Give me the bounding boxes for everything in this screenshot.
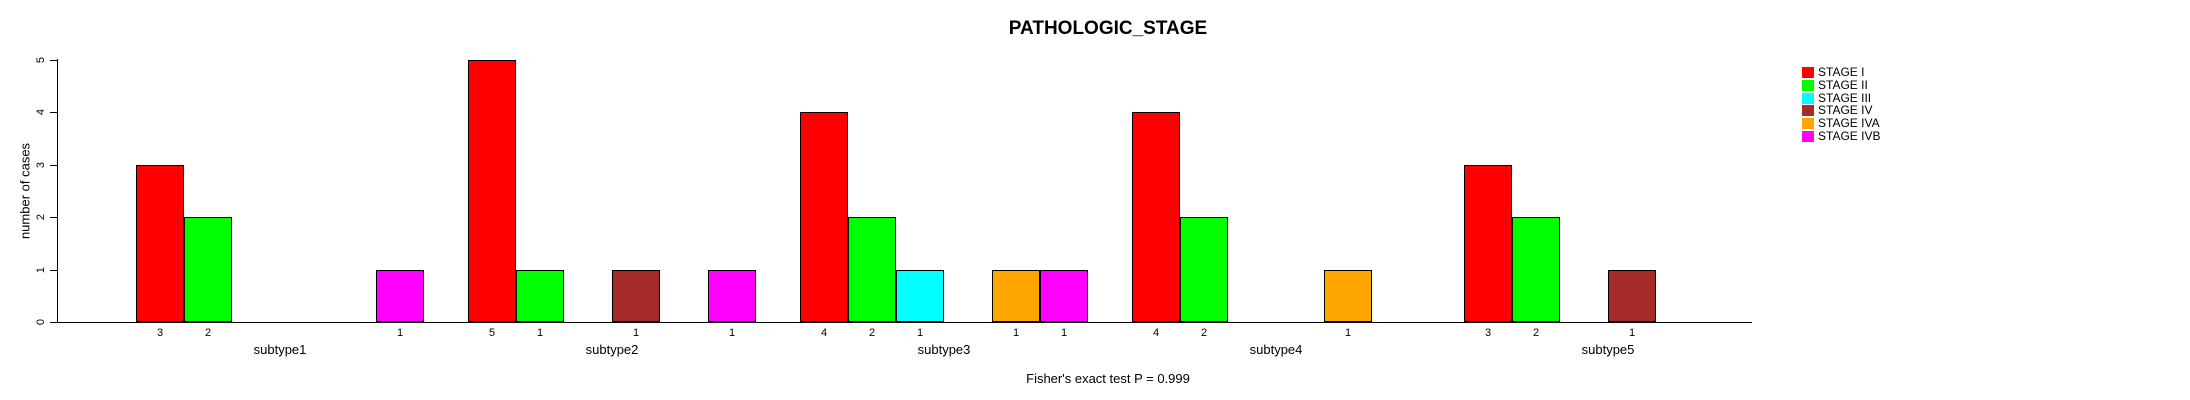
category-label-subtype3: subtype3 [917,342,971,357]
bar-subtype5-stage-iv [1608,269,1656,322]
y-axis-tick [50,60,57,61]
y-axis-tick [50,217,57,219]
bar-subtype2-stage-i [468,60,516,322]
bar-value-label: 1 [1344,327,1352,339]
bar-subtype3-stage-ii [848,217,896,322]
legend-item-label-stage-i: STAGE I [1818,65,1865,79]
bar-subtype4-stage-i [1132,112,1180,322]
bar-value-label: 5 [488,327,496,339]
y-axis-tick [50,164,57,166]
bar-value-label: 3 [156,327,164,339]
bar-subtype2-stage-ivb [708,269,756,322]
bar-subtype4-stage-iva [1324,269,1372,322]
y-axis-tick [50,269,57,271]
legend-color-swatch-stage-iii [1802,93,1814,104]
y-axis-tick-label: 4 [35,109,47,116]
bar-value-label: 4 [1152,327,1160,339]
y-axis-tick-label: 0 [35,318,47,326]
chart-title: PATHOLOGIC_STAGE [1008,18,1208,39]
y-axis [57,59,58,323]
bar-value-label: 1 [916,327,924,339]
legend-item-label-stage-ivb: STAGE IVB [1818,129,1881,143]
bar-value-label: 2 [1200,327,1208,339]
bar-value-label: 1 [728,327,736,339]
bar-subtype2-stage-ii [516,269,564,322]
bar-subtype3-stage-iii [896,269,944,322]
bar-value-label: 2 [204,327,212,339]
legend-item-label-stage-ii: STAGE II [1818,78,1868,92]
bar-subtype5-stage-i [1464,164,1512,322]
y-axis-tick-label: 5 [35,56,47,64]
bar-value-label: 2 [1532,327,1540,339]
bar-value-label: 1 [1628,327,1636,339]
bar-subtype1-stage-i [136,164,184,322]
legend-color-swatch-stage-ii [1802,80,1814,91]
legend-color-swatch-stage-ivb [1802,131,1814,142]
bar-subtype3-stage-iva [992,269,1040,322]
bar-subtype3-stage-i [800,112,848,322]
legend-item-label-stage-iii: STAGE III [1818,91,1872,105]
bar-value-label: 3 [1484,327,1492,339]
bar-value-label: 2 [868,327,876,339]
bar-value-label: 1 [536,327,544,339]
fisher-test-annotation: Fisher's exact test P = 0.999 [1026,371,1190,386]
y-axis-tick [50,322,57,323]
bar-value-label: 1 [1012,327,1020,339]
legend-color-swatch-stage-i [1802,67,1814,78]
category-label-subtype1: subtype1 [253,342,307,357]
legend-color-swatch-stage-iv [1802,105,1814,116]
bar-value-label: 4 [820,327,828,339]
y-axis-tick-label: 2 [35,214,47,221]
bar-subtype5-stage-ii [1512,217,1560,322]
category-label-subtype5: subtype5 [1581,342,1635,357]
bar-value-label: 1 [632,327,640,339]
bar-subtype2-stage-iv [612,269,660,322]
x-axis-baseline [57,322,1752,323]
category-label-subtype2: subtype2 [585,342,639,357]
bar-subtype3-stage-ivb [1040,269,1088,322]
category-label-subtype4: subtype4 [1249,342,1303,357]
bar-subtype4-stage-ii [1180,217,1228,322]
bar-subtype1-stage-ii [184,217,232,322]
bar-value-label: 1 [1060,327,1068,339]
y-axis-tick-label: 1 [35,266,47,273]
bar-value-label: 1 [396,327,404,339]
y-axis-tick-label: 3 [35,161,47,168]
legend-color-swatch-stage-iva [1802,118,1814,129]
bar-subtype1-stage-ivb [376,269,424,322]
legend-item-label-stage-iva: STAGE IVA [1818,116,1880,130]
y-axis-tick [50,112,57,114]
legend-item-label-stage-iv: STAGE IV [1818,103,1873,117]
y-axis-title: number of cases [17,142,33,240]
